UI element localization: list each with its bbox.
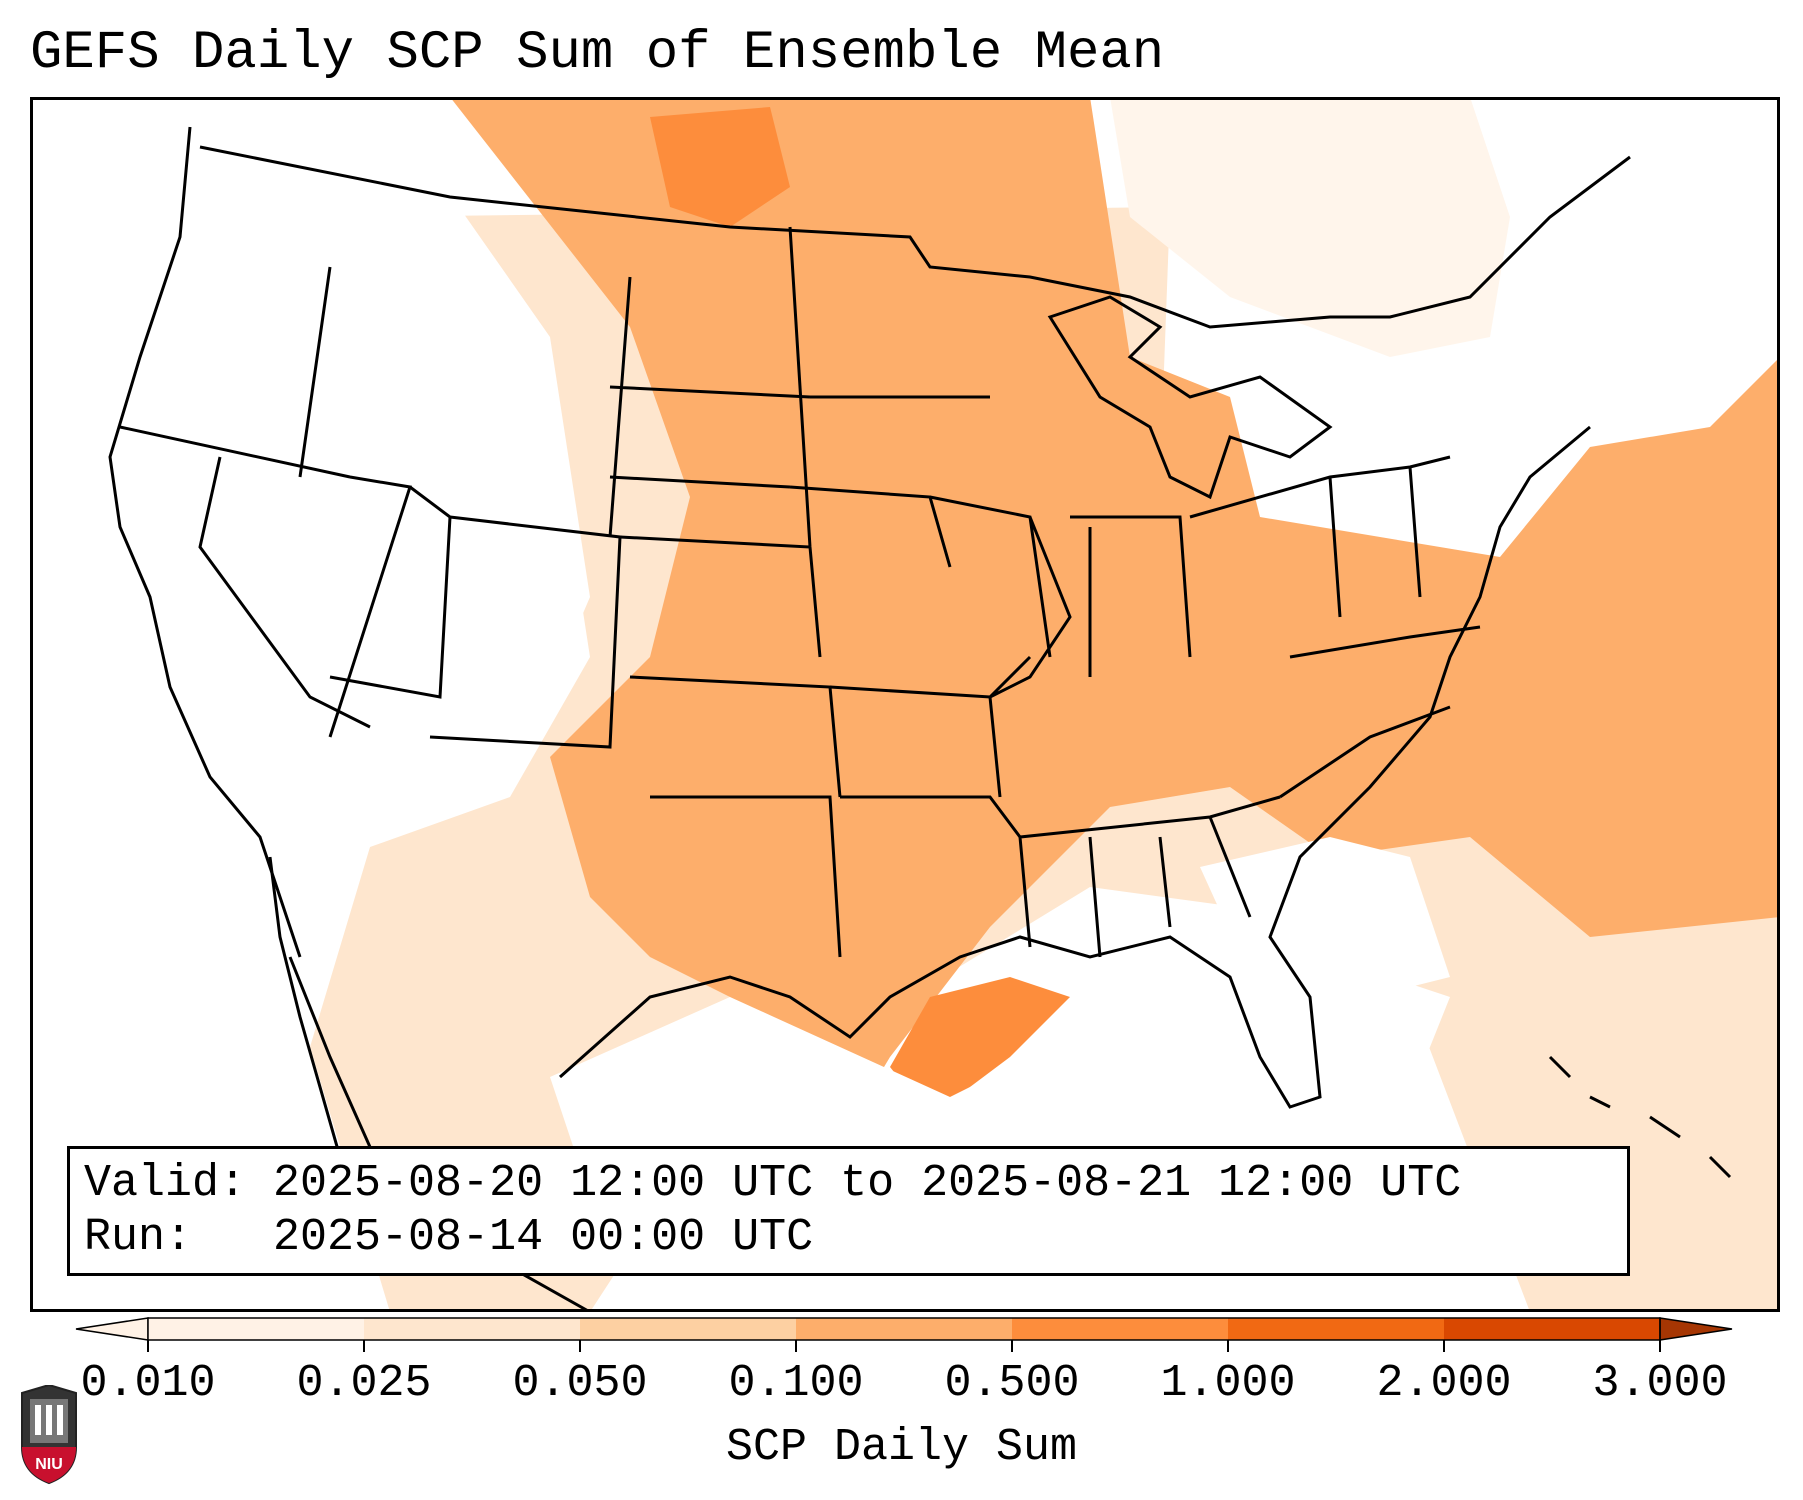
colorbar-segment [580, 1318, 796, 1340]
colorbar-segment [1228, 1318, 1444, 1340]
colorbar-segments [75, 1317, 1733, 1352]
field-clear-southeast [1200, 837, 1450, 997]
colorbar-tick-label: 0.025 [296, 1358, 432, 1409]
boundary-layer [108, 126, 1732, 1312]
field-heavy-plains [450, 97, 1780, 1157]
colorbar-segment [1444, 1318, 1660, 1340]
map-panel [30, 97, 1780, 1312]
west-coastline [108, 126, 302, 958]
colorbar-tick-label: 0.010 [80, 1358, 216, 1409]
niu-logo: NIU [18, 1383, 80, 1485]
colorbar-tick-label: 1.000 [1160, 1358, 1296, 1409]
baja-peninsula [268, 856, 342, 1158]
run-time-text: Run: 2025-08-14 00:00 UTC [84, 1212, 814, 1263]
us-canada-border [199, 145, 1631, 329]
colorbar-segment [1012, 1318, 1228, 1340]
valid-time-text: Valid: 2025-08-20 12:00 UTC to 2025-08-2… [84, 1158, 1462, 1209]
state-lines-south [840, 696, 1281, 958]
colorbar-segment [364, 1318, 580, 1340]
colorbar-label: SCP Daily Sum [725, 1422, 1078, 1473]
logo-text: NIU [35, 1456, 63, 1473]
field-strong-gulf [890, 977, 1070, 1117]
great-lakes [1047, 295, 1333, 500]
colorbar-segment [148, 1318, 364, 1340]
colorbar-tick-label: 0.050 [512, 1358, 648, 1409]
gulf-coastline [559, 425, 1591, 1109]
field-strong-nd [650, 107, 790, 227]
field-clear-northeast [1110, 97, 1510, 357]
colorbar-tick-label: 2.000 [1376, 1358, 1512, 1409]
niu-shield-icon: NIU [21, 1383, 77, 1485]
page-title: GEFS Daily SCP Sum of Ensemble Mean [30, 23, 1165, 84]
colorbar-tick-label: 0.500 [944, 1358, 1080, 1409]
colorbar-segment [796, 1318, 1012, 1340]
colorbar-tick-label: 0.100 [728, 1358, 864, 1409]
map-svg [30, 97, 1780, 1312]
colorbar-extend-low [75, 1317, 149, 1341]
map-border [30, 97, 1780, 1312]
field-clear-west [110, 137, 590, 917]
state-lines-west [119, 266, 622, 749]
info-box: Valid: 2025-08-20 12:00 UTC to 2025-08-2… [67, 1146, 1630, 1276]
colorbar-tick-label: 3.000 [1592, 1358, 1728, 1409]
colorbar [75, 1317, 1733, 1352]
state-lines-east [1189, 455, 1481, 799]
colorbar-outline [147, 1317, 1661, 1341]
colorbar-extend-high [1659, 1317, 1733, 1341]
